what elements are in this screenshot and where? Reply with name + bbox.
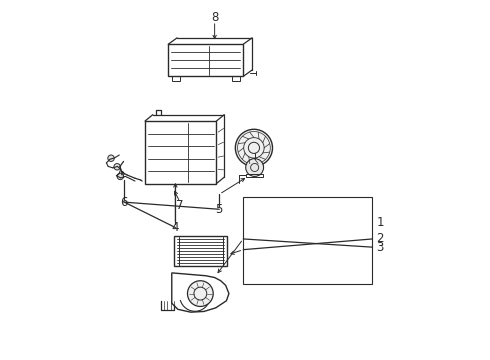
- Circle shape: [235, 129, 272, 166]
- Bar: [174, 236, 227, 266]
- Circle shape: [108, 155, 114, 161]
- Bar: [243, 197, 372, 284]
- Bar: [168, 44, 243, 76]
- Circle shape: [114, 163, 121, 170]
- Text: 2: 2: [376, 233, 384, 246]
- Text: 3: 3: [376, 240, 384, 254]
- Bar: [172, 76, 180, 81]
- Circle shape: [188, 281, 213, 306]
- Bar: [232, 76, 240, 81]
- Text: 8: 8: [211, 11, 219, 24]
- Text: 7: 7: [176, 199, 184, 212]
- Bar: [145, 121, 217, 184]
- Bar: [246, 174, 263, 177]
- Text: 1: 1: [376, 216, 384, 229]
- Circle shape: [117, 173, 123, 180]
- Text: 5: 5: [216, 203, 223, 216]
- Text: 4: 4: [172, 221, 179, 234]
- Circle shape: [245, 158, 264, 176]
- Text: 6: 6: [121, 195, 128, 209]
